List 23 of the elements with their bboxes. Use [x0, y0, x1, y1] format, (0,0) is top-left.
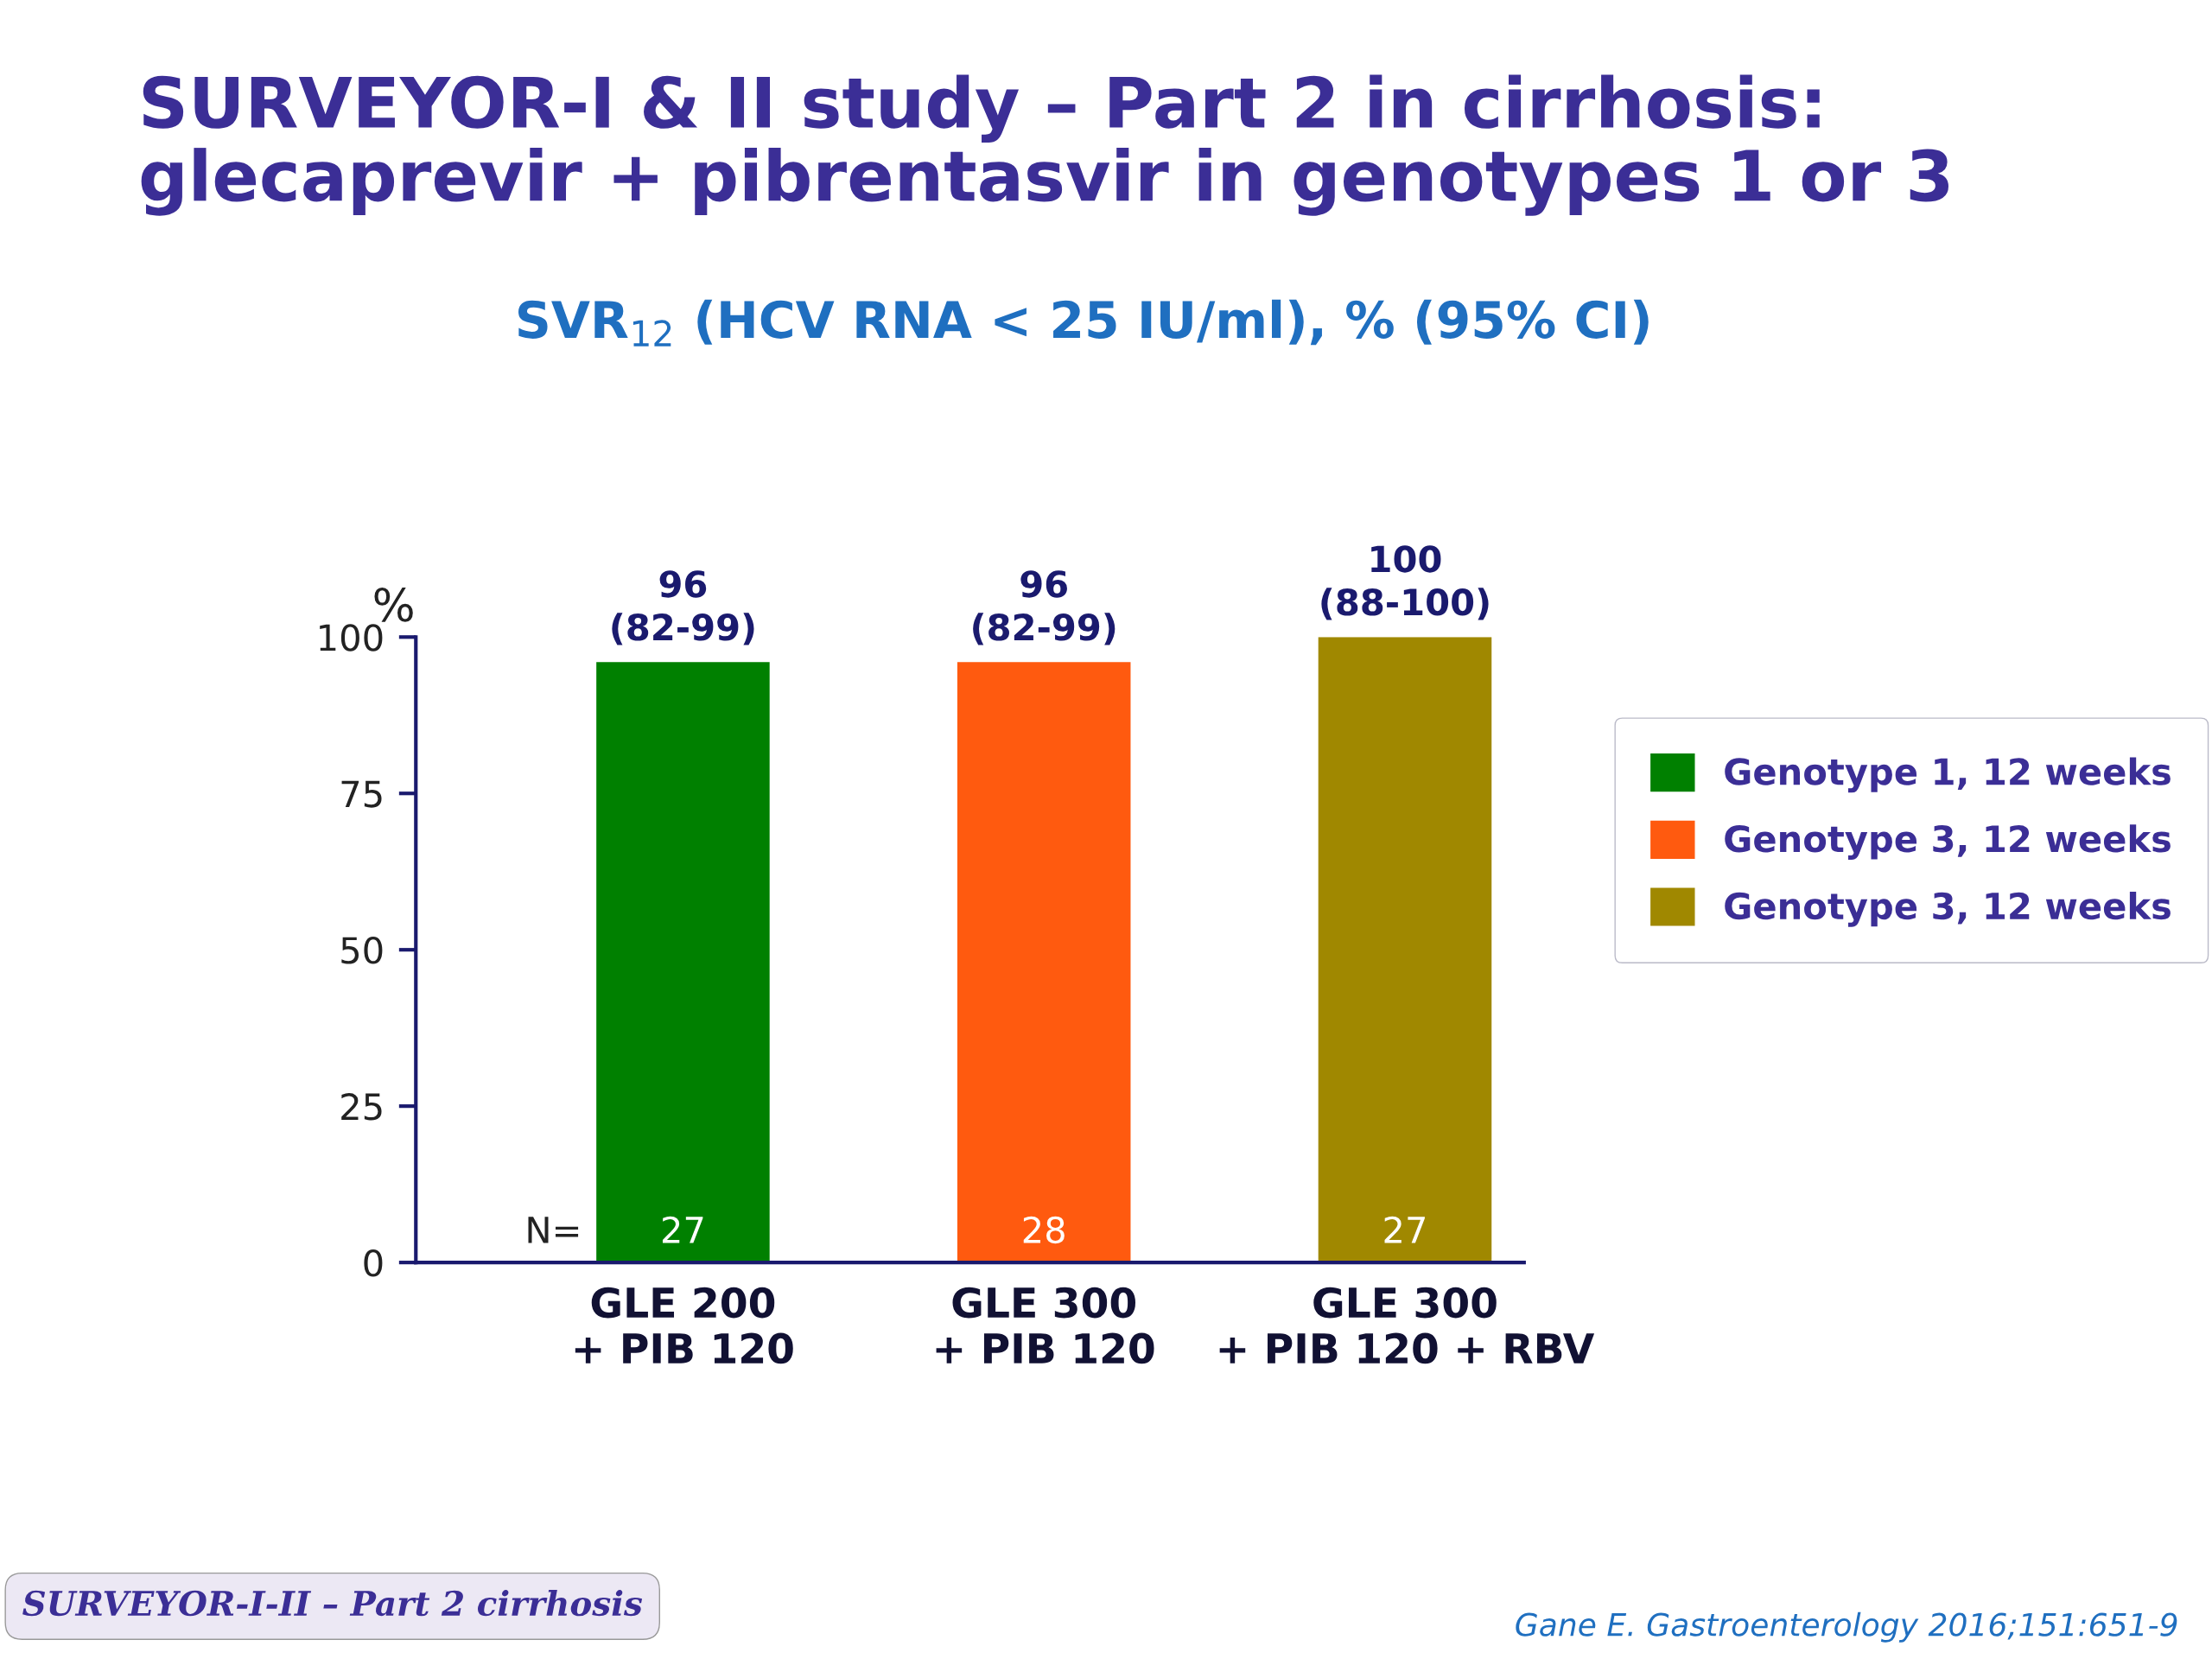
annotation: N=	[528, 1217, 579, 1243]
y-tick-label: 0	[364, 1249, 383, 1277]
legend-label: Genotype 1, 12 weeks	[1725, 757, 2171, 793]
x-tick-label: GLE 200 + PIB 120	[575, 1287, 793, 1364]
data-label: 96 (82-99)	[973, 570, 1116, 645]
y-tick-label: 25	[341, 1093, 382, 1121]
data-label: 100 (88-100)	[1321, 545, 1489, 620]
y-tick-label: 50	[341, 937, 383, 964]
y-axis-title: %	[374, 587, 413, 622]
x-tick-label: GLE 300 + PIB 120	[936, 1287, 1154, 1364]
data-label: 96 (82-99)	[612, 570, 754, 645]
legend-label: Genotype 3, 12 weeks	[1725, 891, 2171, 927]
y-tick-label: 75	[341, 780, 382, 808]
legend-label: Genotype 3, 12 weeks	[1725, 824, 2171, 860]
chart-title: SURVEYOR-I & II study – Part 2 in cirrhosis: glecaprevir + pibrentasvir in genotypes 1 or 3	[141, 74, 1948, 216]
annotation: 28	[1023, 1216, 1065, 1244]
text: SURVEYOR-I-II – Part 2 cirrhosis	[22, 1590, 643, 1617]
y-tick-label: 100	[320, 624, 383, 652]
text: Gane E. Gastroenterology 2016;151:651-9	[1516, 1611, 2177, 1643]
chart-subtitle: SVR$_{12}$ (HCV RNA < 25 IU/ml), % (95% CI)	[518, 299, 1649, 346]
annotation: 27	[1384, 1216, 1425, 1243]
annotation: 27	[662, 1216, 703, 1243]
x-tick-label: GLE 300 + PIB 120 + RBV	[1219, 1287, 1595, 1364]
